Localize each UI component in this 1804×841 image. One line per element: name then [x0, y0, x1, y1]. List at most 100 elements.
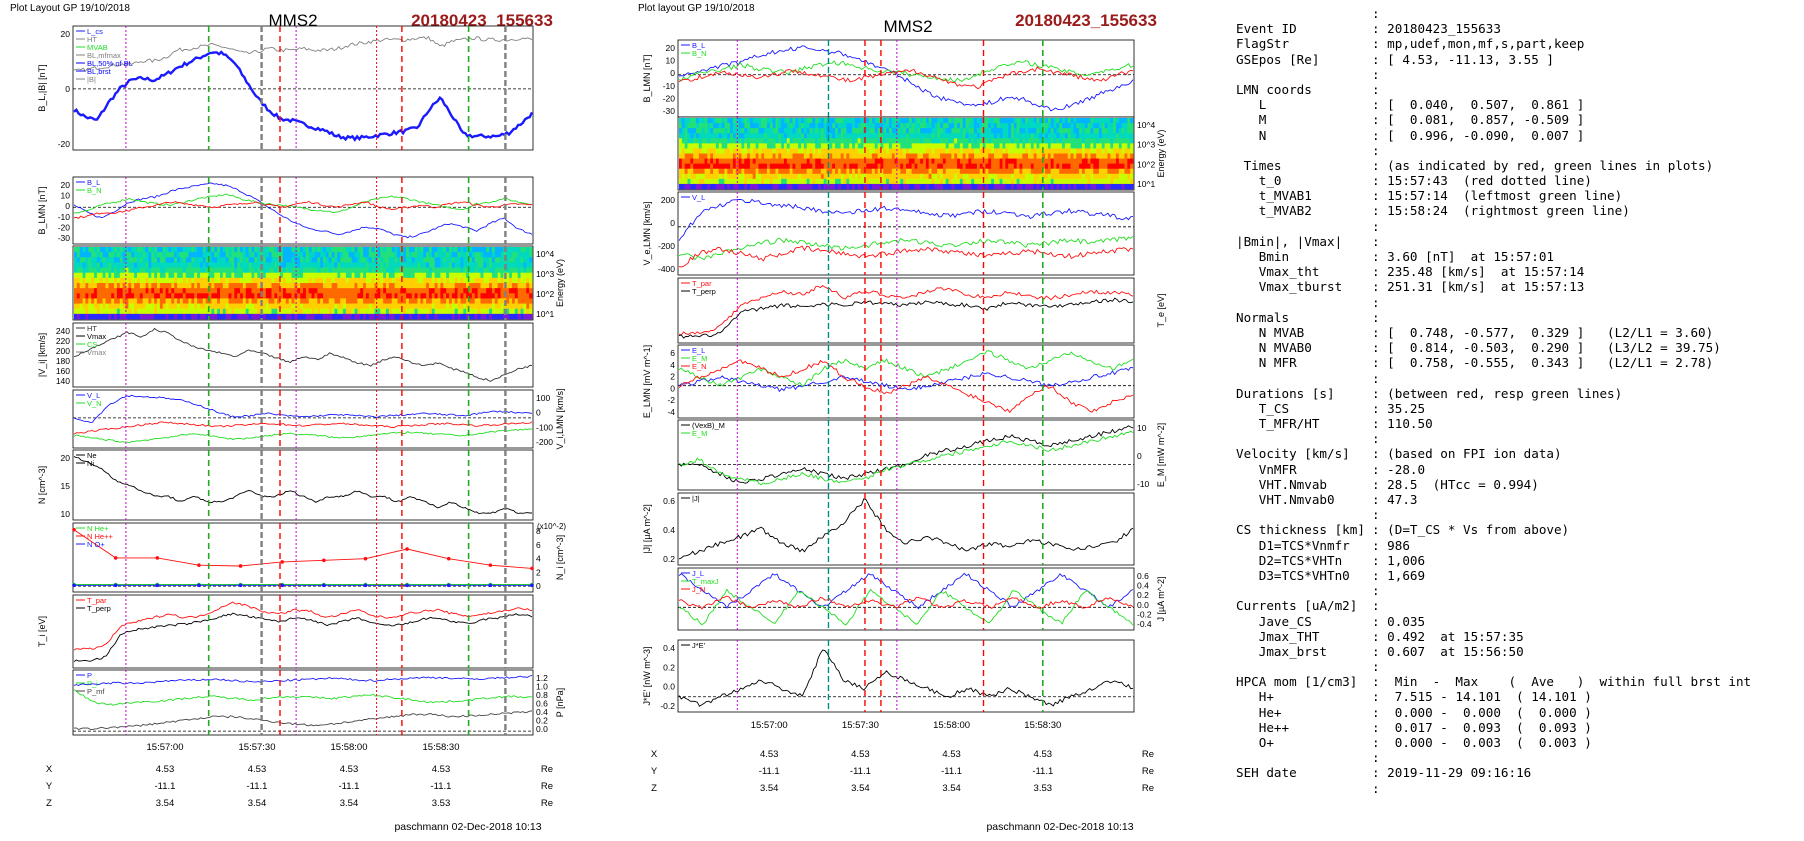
spectrogram-cell — [320, 293, 324, 299]
spectrogram-cell — [457, 252, 461, 258]
spectrogram-cell — [1010, 133, 1015, 139]
spectrogram-cell — [108, 272, 112, 279]
spectrogram-cell — [1019, 148, 1023, 154]
spectrogram-cell — [325, 293, 330, 299]
spectrogram-cell — [434, 288, 438, 294]
spectrogram-cell — [119, 283, 124, 289]
spectrogram-cell — [1022, 128, 1026, 134]
spectrogram-cell — [165, 313, 169, 320]
spectrogram-cell — [231, 257, 235, 263]
spectrogram-cell — [852, 148, 856, 154]
spectrogram-cell — [202, 298, 207, 304]
spectrogram-cell — [1079, 143, 1083, 149]
spectrogram-cell — [979, 133, 984, 139]
spectrogram-cell — [1127, 178, 1131, 185]
spectrogram-cell — [94, 267, 98, 274]
spectrogram-cell — [443, 288, 447, 294]
spectrogram-cell — [208, 247, 212, 253]
spectrogram-cell — [340, 277, 344, 284]
spectrogram-cell — [194, 247, 198, 253]
spectrogram-cell — [234, 283, 238, 289]
spectrogram-cell — [789, 123, 793, 129]
data-point — [113, 556, 118, 560]
spectrogram-cell — [486, 257, 490, 263]
spectrogram-cell — [1090, 168, 1094, 175]
spectrogram-cell — [755, 138, 759, 144]
y-tick-label: 10^4 — [1137, 120, 1155, 130]
spectrogram-cell — [988, 133, 992, 139]
spectrogram-cell — [1127, 118, 1131, 124]
spectrogram-cell — [151, 288, 155, 294]
spectrogram-cell — [168, 288, 172, 294]
spectrogram-cell — [866, 118, 870, 124]
spectrogram-cell — [471, 288, 476, 294]
spectrogram-cell — [134, 262, 138, 268]
summary-colon: : — [1372, 66, 1388, 82]
spectrogram-cell — [377, 252, 381, 258]
spectrogram-cell — [1087, 118, 1091, 124]
spectrogram-cell — [159, 308, 164, 315]
spectrogram-cell — [738, 123, 742, 129]
spectrogram-cell — [357, 267, 361, 274]
spectrogram-cell — [965, 153, 969, 159]
panel-frame — [677, 191, 1135, 276]
spectrogram-cell — [417, 277, 421, 284]
spectrogram-cell — [991, 138, 995, 144]
spectrogram-cell — [88, 308, 92, 315]
spectrogram-cell — [111, 288, 115, 294]
spectrogram-cell — [908, 168, 913, 175]
left-position-value: 3.54 — [248, 798, 267, 809]
spectrogram-cell — [877, 128, 881, 134]
spectrogram-cell — [769, 158, 774, 165]
spectrogram-cell — [809, 148, 813, 154]
spectrogram-cell — [480, 303, 484, 310]
spectrogram-cell — [1013, 128, 1018, 134]
spectrogram-cell — [391, 267, 395, 274]
spectrogram-cell — [1101, 163, 1106, 170]
spectrogram-cell — [1127, 148, 1131, 154]
spectrogram-cell — [809, 163, 813, 170]
spectrogram-cell — [391, 308, 395, 315]
spectrogram-cell — [741, 133, 745, 139]
y-axis-label: E_M [mW m^-2] — [1156, 423, 1166, 487]
spectrogram-cell — [1042, 143, 1046, 149]
spectrogram-cell — [783, 148, 788, 154]
middle-position-value: 4.53 — [851, 749, 870, 760]
spectrogram-cell — [869, 118, 873, 124]
spectrogram-cell — [308, 272, 312, 279]
spectrogram-cell — [744, 128, 748, 134]
spectrogram-cell — [1030, 158, 1035, 165]
spectrogram-cell — [908, 183, 913, 190]
spectrogram-cell — [451, 308, 456, 315]
spectrogram-cell — [406, 303, 410, 310]
spectrogram-cell — [509, 257, 513, 263]
spectrogram-cell — [1098, 138, 1103, 144]
spectrogram-cell — [403, 293, 407, 299]
spectrogram-cell — [94, 252, 98, 258]
data-point — [405, 583, 409, 588]
spectrogram-cell — [764, 153, 768, 159]
spectrogram-cell — [914, 143, 918, 149]
spectrogram-cell — [1090, 173, 1094, 180]
spectrogram-cell — [194, 262, 198, 268]
spectrogram-cell — [925, 133, 930, 139]
spectrogram-cell — [277, 308, 281, 315]
spectrogram-cell — [237, 293, 241, 299]
spectrogram-cell — [374, 277, 378, 284]
spectrogram-cell — [177, 283, 181, 289]
spectrogram-cell — [698, 148, 703, 154]
spectrogram-cell — [854, 148, 859, 154]
spectrogram-cell — [280, 247, 284, 253]
spectrogram-cell — [386, 272, 390, 279]
spectrogram-cell — [840, 118, 844, 124]
spectrogram-cell — [854, 143, 859, 149]
spectrogram-cell — [1008, 168, 1012, 175]
spectrogram-cell — [852, 128, 856, 134]
spectrogram-cell — [1067, 118, 1071, 124]
spectrogram-cell — [217, 308, 221, 315]
spectrogram-cell — [234, 267, 238, 274]
spectrogram-cell — [993, 143, 998, 149]
spectrogram-cell — [923, 143, 927, 149]
spectrogram-cell — [749, 153, 754, 159]
spectrogram-cell — [704, 133, 708, 139]
